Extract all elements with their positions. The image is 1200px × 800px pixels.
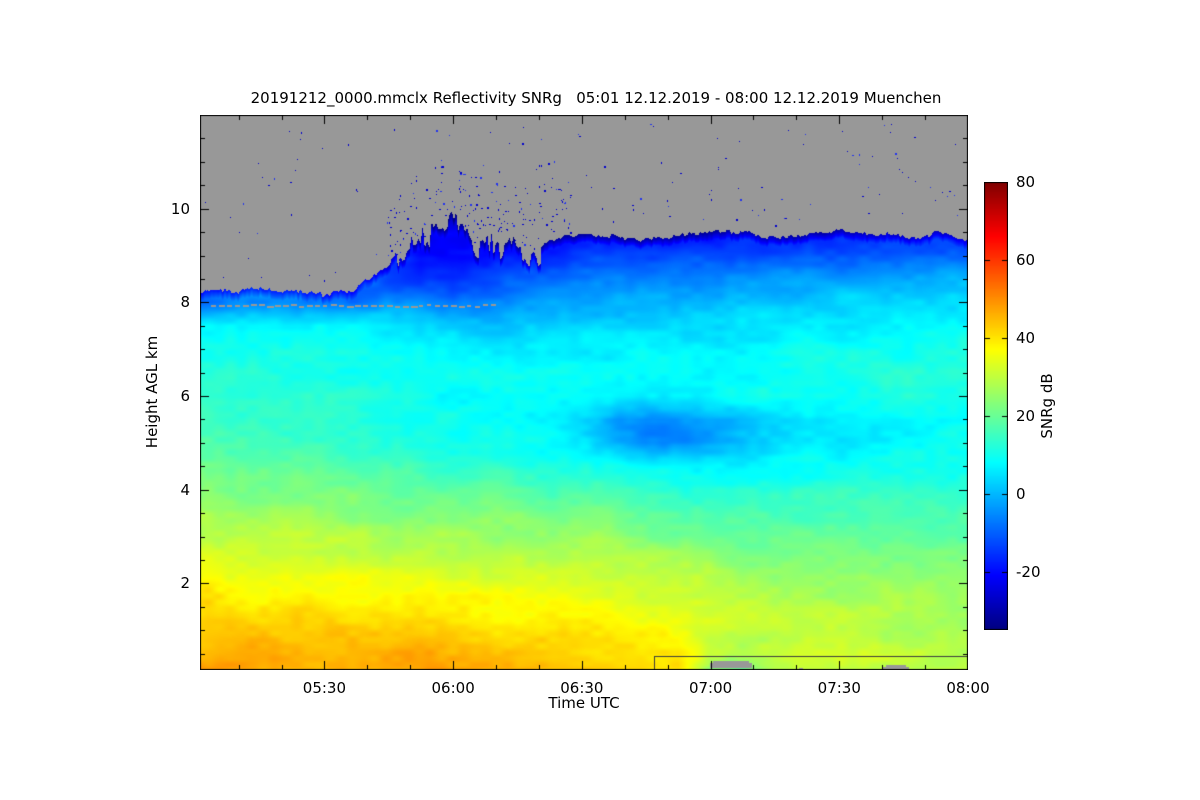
y-tick-label: 10: [170, 199, 190, 218]
x-tick-label: 07:00: [688, 679, 733, 697]
colorbar-tick-label: -20: [1016, 562, 1041, 581]
colorbar-canvas: [984, 182, 1008, 630]
heatmap-canvas: [200, 115, 968, 670]
x-tick-label: 05:30: [302, 679, 347, 697]
y-tick-label: 2: [180, 574, 190, 593]
colorbar-tick-label: 0: [1016, 484, 1026, 503]
colorbar-tick-label: 40: [1016, 328, 1036, 347]
y-tick-label: 4: [180, 480, 190, 499]
y-tick-label: 6: [180, 387, 190, 405]
x-tick-label: 08:00: [946, 679, 990, 697]
x-axis-label: Time UTC: [548, 694, 620, 712]
y-tick-label: 8: [180, 293, 190, 312]
x-tick-label: 07:30: [817, 679, 861, 697]
x-tick-label: 06:00: [431, 679, 475, 697]
x-tick-label: 06:30: [560, 679, 604, 697]
colorbar-tick-label: 20: [1016, 406, 1036, 425]
colorbar-tick-label: 80: [1016, 173, 1036, 191]
colorbar-label: SNRg dB: [1038, 373, 1056, 439]
chart-title: 20191212_0000.mmclx Reflectivity SNRg 05…: [250, 89, 942, 107]
colorbar-tick-label: 60: [1016, 250, 1036, 269]
